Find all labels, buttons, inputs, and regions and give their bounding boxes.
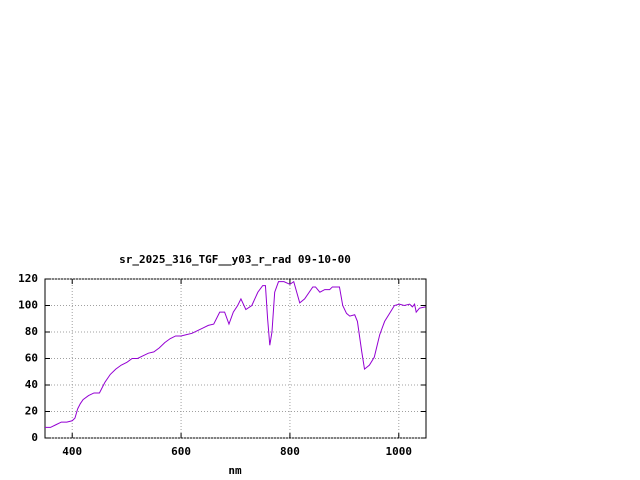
data-line bbox=[45, 280, 426, 428]
x-tick-label: 600 bbox=[171, 445, 191, 458]
y-tick-label: 120 bbox=[18, 272, 38, 285]
y-tick-label: 20 bbox=[25, 405, 38, 418]
y-tick-label: 0 bbox=[31, 431, 38, 444]
y-tick-label: 60 bbox=[25, 352, 38, 365]
x-tick-label: 800 bbox=[280, 445, 300, 458]
x-tick-label: 400 bbox=[62, 445, 82, 458]
y-tick-label: 100 bbox=[18, 299, 38, 312]
x-tick-label: 1000 bbox=[386, 445, 413, 458]
y-tick-label: 80 bbox=[25, 325, 38, 338]
y-tick-label: 40 bbox=[25, 378, 38, 391]
chart-title: sr_2025_316_TGF__y03_r_rad 09-10-00 bbox=[119, 253, 351, 266]
x-axis-label: nm bbox=[228, 464, 242, 477]
